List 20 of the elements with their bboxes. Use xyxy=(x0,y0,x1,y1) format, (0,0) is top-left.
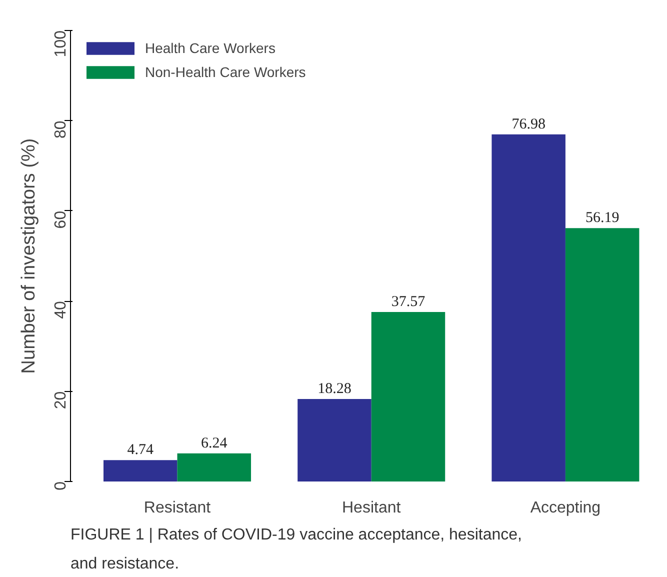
y-tick-label: 40 xyxy=(52,301,70,319)
x-tick-label: Resistant xyxy=(144,500,212,516)
data-label: 56.19 xyxy=(585,210,620,226)
y-tick-label: 100 xyxy=(52,30,70,58)
x-tick-label: Accepting xyxy=(530,500,601,516)
legend-label: Health Care Workers xyxy=(145,40,276,56)
data-label: 18.28 xyxy=(318,381,352,398)
y-tick-label: 60 xyxy=(52,210,70,229)
text: and resistance. xyxy=(70,556,180,572)
caption: FIGURE 1 | Rates of COVID-19 vaccine acceptance, hesitance, xyxy=(70,526,522,544)
data-label: 37.57 xyxy=(391,294,426,310)
x-tick-label: Hesitant xyxy=(342,500,402,516)
y-tick-label: 80 xyxy=(52,120,70,138)
data-label: 6.24 xyxy=(201,435,228,452)
y-tick-label: 0 xyxy=(52,481,70,490)
legend-label: Non-Health Care Workers xyxy=(145,64,306,80)
y-axis-title: Number of investigators (%) xyxy=(18,138,40,374)
data-label: 76.98 xyxy=(512,116,546,132)
y-tick-label: 20 xyxy=(52,391,70,410)
data-label: 4.74 xyxy=(127,442,154,458)
